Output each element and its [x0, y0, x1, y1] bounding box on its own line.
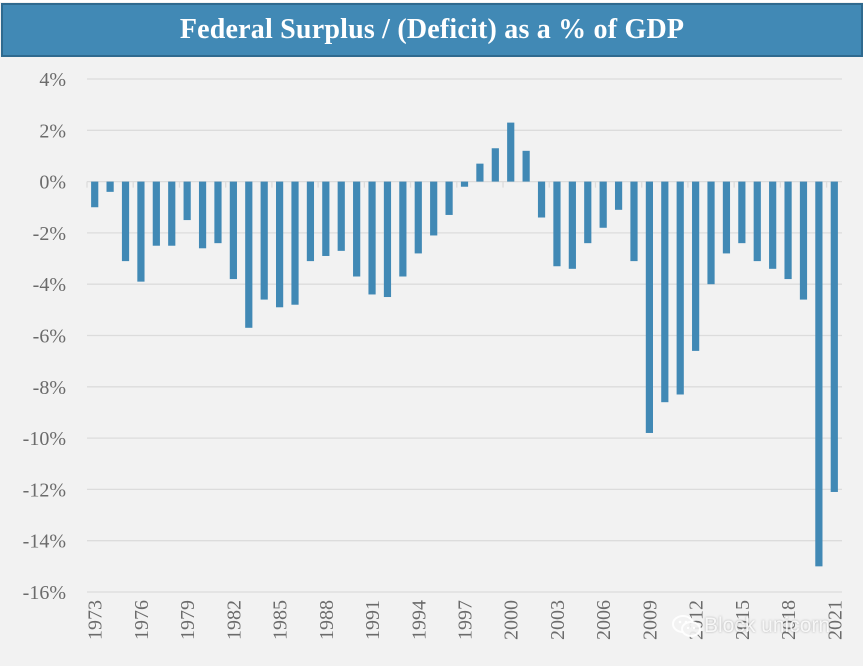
- x-tick-label: 2003: [547, 600, 569, 640]
- bar-2020: [815, 181, 823, 567]
- bar-1993: [399, 181, 407, 277]
- x-tick-label: 2000: [501, 600, 523, 640]
- bar-2018: [784, 181, 792, 280]
- x-tick-label: 1988: [316, 600, 338, 640]
- x-tick-label: 2018: [778, 600, 800, 640]
- x-tick-label: 1997: [455, 600, 477, 640]
- x-tick-label: 1994: [408, 600, 430, 640]
- bar-2015: [738, 181, 746, 244]
- y-tick-label: 0%: [39, 172, 66, 194]
- x-tick-label: 2021: [824, 600, 846, 640]
- bar-2012: [692, 181, 700, 351]
- bar-1995: [430, 181, 438, 236]
- y-tick-label: -2%: [33, 223, 66, 245]
- watermark-text: Block unicorn: [704, 614, 831, 637]
- bar-1975: [121, 181, 130, 262]
- bar-1991: [368, 181, 376, 295]
- x-tick-label: 1976: [131, 600, 153, 640]
- bar-2021: [830, 181, 838, 492]
- bar-1978: [168, 181, 176, 246]
- bar-1990: [353, 181, 361, 277]
- bar-1997: [460, 181, 469, 187]
- y-tick-label: 2%: [39, 120, 66, 142]
- x-tick-label: 1982: [223, 600, 245, 640]
- bar-1988: [322, 181, 330, 256]
- bar-1994: [414, 181, 422, 254]
- y-tick-label: -14%: [23, 531, 66, 553]
- bar-2019: [799, 181, 808, 300]
- bar-1980: [198, 181, 207, 249]
- bar-1998: [476, 163, 484, 182]
- bar-1996: [445, 181, 453, 215]
- y-tick-label: 4%: [39, 69, 66, 91]
- watermark: Block unicorn: [672, 614, 830, 638]
- bar-1999: [491, 148, 499, 182]
- y-tick-label: -12%: [23, 479, 66, 501]
- y-axis-labels: 4% 2% 0% -2% -4% -6% -8% -10% -12% -14% -16%: [23, 69, 66, 604]
- bar-2008: [630, 181, 638, 262]
- x-tick-label: 2009: [639, 600, 661, 640]
- bar-2013: [707, 181, 715, 285]
- bar-2004: [568, 181, 576, 269]
- bar-2002: [537, 181, 546, 218]
- chart-title-bar: Federal Surplus / (Deficit) as a % of GD…: [1, 3, 863, 57]
- y-tick-label: -6%: [33, 326, 66, 348]
- bar-2001: [522, 150, 530, 182]
- bar-1982: [229, 181, 237, 280]
- bar-2007: [614, 181, 623, 210]
- bar-1983: [245, 181, 253, 328]
- bar-1992: [383, 181, 392, 298]
- x-tick-label: 1991: [362, 600, 384, 640]
- bar-1979: [183, 181, 191, 221]
- x-axis-tickmarks: [86, 181, 828, 188]
- bar-2014: [722, 181, 731, 254]
- chart-title: Federal Surplus / (Deficit) as a % of GD…: [179, 14, 685, 45]
- bar-1986: [291, 181, 299, 305]
- bar-1981: [214, 181, 222, 244]
- bar-2017: [769, 181, 777, 269]
- x-tick-label: 1985: [270, 600, 292, 640]
- bar-1987: [306, 181, 315, 262]
- y-tick-label: -8%: [33, 377, 66, 399]
- x-axis-labels: 1973 1976 1979 1982 1985 1988 1991 1994 1997 2000…: [85, 600, 847, 640]
- bar-2011: [676, 181, 684, 395]
- bar-2000: [507, 122, 515, 182]
- wechat-icon: [672, 615, 701, 637]
- bar-1989: [337, 181, 345, 251]
- bars: [91, 122, 838, 567]
- bar-1976: [137, 181, 145, 282]
- bar-1977: [152, 181, 160, 246]
- bar-2005: [584, 181, 592, 244]
- x-tick-label: 1973: [85, 600, 107, 640]
- bar-1973: [91, 181, 99, 208]
- y-tick-label: -16%: [23, 582, 66, 604]
- x-tick-label: 2015: [732, 600, 754, 640]
- bar-2003: [553, 181, 561, 267]
- x-tick-label: 2006: [593, 600, 615, 640]
- bar-1984: [260, 181, 268, 300]
- gridlines: [87, 78, 842, 593]
- bar-2009: [645, 181, 653, 433]
- bar-2016: [753, 181, 761, 262]
- bar-1974: [106, 181, 114, 192]
- bar-1985: [276, 181, 284, 308]
- y-tick-label: -4%: [33, 274, 66, 296]
- bar-2006: [599, 181, 607, 228]
- bar-2010: [661, 181, 669, 403]
- x-tick-label: 1979: [177, 600, 199, 640]
- y-tick-label: -10%: [23, 428, 66, 450]
